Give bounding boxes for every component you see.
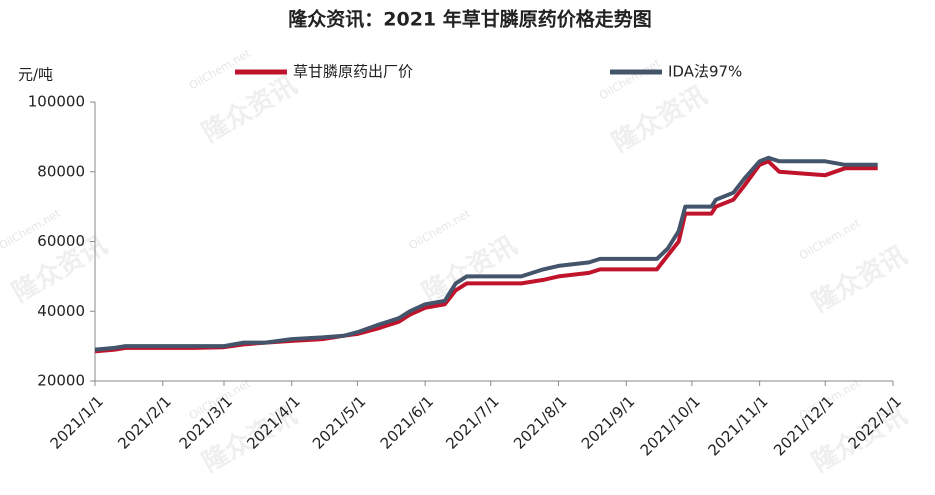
x-tick-label: 2021/9/1 [578, 392, 638, 452]
y-tick-label: 80000 [37, 162, 85, 180]
x-tick-label: 2021/11/1 [705, 392, 772, 459]
x-tick-label: 2021/6/1 [377, 392, 437, 452]
watermark-site: OilChem.net [407, 206, 473, 252]
x-tick-label: 2021/10/1 [637, 392, 704, 459]
chart-title: 隆众资讯：2021 年草甘膦原药价格走势图 [288, 8, 652, 31]
y-tick-label: 60000 [37, 232, 85, 250]
watermark: 隆众资讯 [607, 81, 712, 159]
x-tick-label: 2021/1/1 [47, 392, 107, 452]
y-tick-label: 40000 [37, 302, 85, 320]
x-tick-label: 2021/2/1 [114, 392, 174, 452]
x-tick-label: 2021/5/1 [309, 392, 369, 452]
legend-label: 草甘膦原药出厂价 [293, 63, 413, 81]
legend-label: IDA法97% [668, 63, 742, 81]
watermark: 隆众资讯 [807, 241, 912, 319]
watermark-site: OilChem.net [187, 46, 253, 92]
x-tick-label: 2021/8/1 [510, 392, 570, 452]
y-tick-label: 100000 [28, 93, 85, 111]
watermark: 隆众资讯 [417, 231, 522, 309]
y-tick-label: 20000 [37, 372, 85, 390]
y-axis-label: 元/吨 [18, 66, 53, 84]
x-tick-label: 2021/7/1 [442, 392, 502, 452]
series-line [94, 155, 878, 352]
watermark-site: OilChem.net [797, 216, 863, 262]
watermark: 隆众资讯 [197, 71, 302, 149]
watermark-site: OilChem.net [597, 56, 663, 102]
